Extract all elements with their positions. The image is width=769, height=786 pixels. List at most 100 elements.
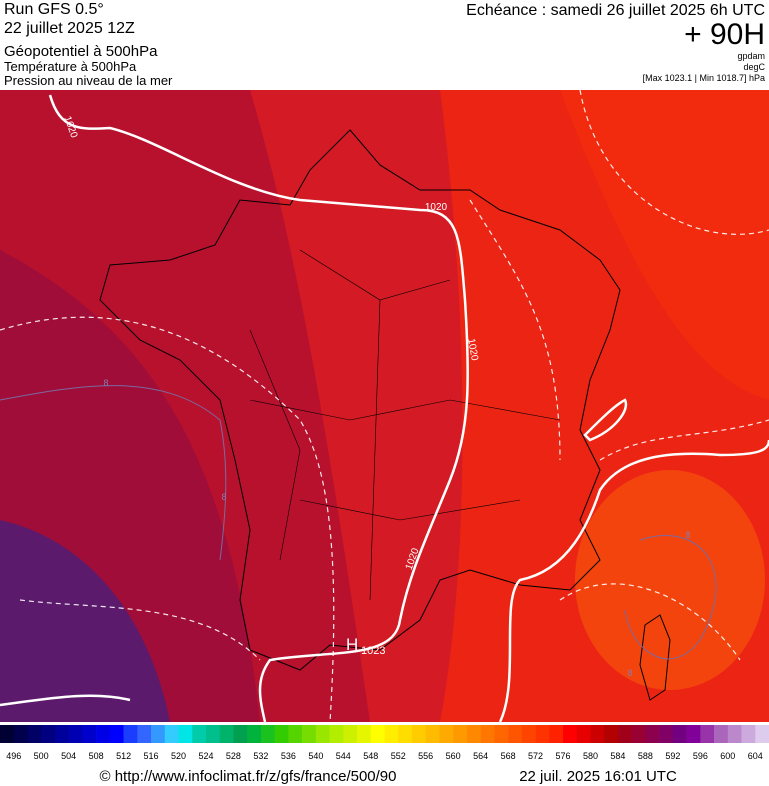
colorbar-swatch: [645, 725, 660, 743]
unit-label: degC: [743, 62, 765, 72]
colorbar-swatch: [13, 725, 28, 743]
colorbar-label: 544: [336, 751, 351, 761]
field-fill: [0, 520, 170, 722]
colorbar-swatch: [68, 725, 83, 743]
colorbar-label: 508: [89, 751, 104, 761]
colorbar-swatch: [576, 725, 591, 743]
colorbar-label: 600: [720, 751, 735, 761]
colorbar-label: 604: [748, 751, 763, 761]
isobars: [0, 94, 769, 722]
colorbar-swatch: [370, 725, 385, 743]
colorbar-swatch: [178, 725, 193, 743]
colorbar-swatch: [247, 725, 262, 743]
temperature-label: 8: [627, 668, 632, 678]
colorbar-swatch: [686, 725, 701, 743]
colorbar-swatch: [357, 725, 372, 743]
unit-label: gpdam: [737, 51, 765, 61]
colorbar-label: 584: [610, 751, 625, 761]
colorbar-swatch: [192, 725, 207, 743]
colorbar-swatch: [164, 725, 179, 743]
colorbar-swatch: [604, 725, 619, 743]
colorbar-swatch: [714, 725, 729, 743]
high-value: 1023: [361, 645, 385, 657]
colorbar-swatch: [109, 725, 124, 743]
colorbar-swatch: [0, 725, 15, 743]
colorbar-swatch: [343, 725, 358, 743]
colorbar-swatch: [411, 725, 426, 743]
country-outline: [99, 129, 621, 671]
colorbar-label: 552: [391, 751, 406, 761]
field-label: Pression au niveau de la mer: [4, 73, 173, 88]
colorbar-swatch: [741, 725, 756, 743]
colorbar-swatch: [631, 725, 646, 743]
colorbar-swatch: [384, 725, 399, 743]
island-outline: [639, 614, 671, 701]
colorbar-swatch: [480, 725, 495, 743]
colorbar-label: 592: [665, 751, 680, 761]
colorbar-swatch: [535, 725, 550, 743]
colorbar-swatch: [233, 725, 248, 743]
temperature-label: 8: [221, 492, 226, 502]
field-fill: [575, 470, 765, 690]
colorbar-swatch: [137, 725, 152, 743]
colorbar-label: 572: [528, 751, 543, 761]
colorbar-swatch: [27, 725, 42, 743]
colorbar-label: 500: [34, 751, 49, 761]
footer-url: © http://www.infoclimat.fr/z/gfs/france/…: [99, 768, 396, 785]
unit-label: [Max 1023.1 | Min 1018.7] hPa: [643, 73, 765, 83]
temperature-label: 8: [103, 378, 108, 388]
region-lines: [249, 249, 561, 601]
colorbar-label: 596: [693, 751, 708, 761]
colorbar-swatch: [274, 725, 289, 743]
borders: [99, 129, 671, 701]
colorbar-label: 512: [116, 751, 131, 761]
temperature-label: 8: [685, 530, 690, 540]
colorbar-swatch: [466, 725, 481, 743]
colorbar-swatch: [260, 725, 275, 743]
high-symbol: H: [346, 635, 358, 654]
colorbar-swatch: [590, 725, 605, 743]
lead-time: + 90H: [684, 18, 765, 51]
colorbar-swatch: [315, 725, 330, 743]
run-title: Run GFS 0.5°: [4, 1, 104, 18]
valid-time: Echéance : samedi 26 juillet 2025 6h UTC: [466, 2, 765, 19]
colorbar-swatch: [755, 725, 769, 743]
colorbar-label: 580: [583, 751, 598, 761]
colorbar-swatch: [700, 725, 715, 743]
colorbar-label: 564: [473, 751, 488, 761]
colorbar-swatch: [508, 725, 523, 743]
colorbar-label: 576: [556, 751, 571, 761]
colorbar-label: 516: [144, 751, 159, 761]
colorbar-label: 496: [6, 751, 21, 761]
colorbar-swatch: [659, 725, 674, 743]
colorbar-label: 528: [226, 751, 241, 761]
field-label: Géopotentiel à 500hPa: [4, 43, 158, 60]
colorbar-swatch: [302, 725, 317, 743]
colorbar-swatch: [151, 725, 166, 743]
colorbar-label: 536: [281, 751, 296, 761]
colorbar-swatch: [123, 725, 138, 743]
temperature-8-line: [0, 385, 717, 660]
colorbar-swatch: [329, 725, 344, 743]
colorbar-swatch: [439, 725, 454, 743]
colorbar-label: 504: [61, 751, 76, 761]
colorbar-swatch: [521, 725, 536, 743]
colorbar-swatch: [494, 725, 509, 743]
colorbar-label: 560: [446, 751, 461, 761]
colorbar: 496 500 504 508 512 516 520 524 528 532 536 540 544 5…: [0, 725, 769, 761]
colorbar-label: 548: [363, 751, 378, 761]
colorbar-label: 588: [638, 751, 653, 761]
colorbar-swatch: [288, 725, 303, 743]
colorbar-label: 556: [418, 751, 433, 761]
isobar-label: 1020: [465, 338, 480, 362]
run-date: 22 juillet 2025 12Z: [4, 20, 135, 37]
colorbar-swatch: [398, 725, 413, 743]
isobar-label: 1020: [425, 202, 448, 213]
colorbar-swatch: [727, 725, 742, 743]
colorbar-swatch: [41, 725, 56, 743]
colorbar-swatch: [453, 725, 468, 743]
colorbar-swatch: [672, 725, 687, 743]
colorbar-swatch: [549, 725, 564, 743]
